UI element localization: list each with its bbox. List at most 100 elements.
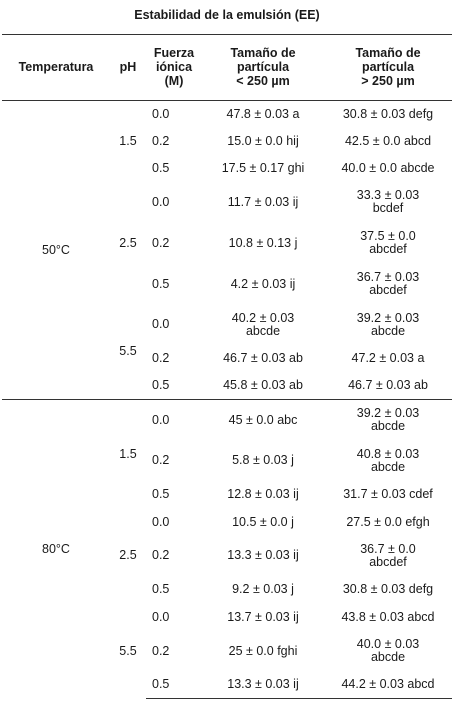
cell-text-line: 40.0 ± 0.03 xyxy=(356,637,420,652)
table-row: 0.2 13.3 ± 0.03 ij 36.7 ± 0.0 abcdef xyxy=(2,536,452,577)
particle-size-gt-cell: 44.2 ± 0.03 abcd xyxy=(324,671,452,700)
header-temperature: Temperatura xyxy=(2,34,110,101)
table-row: 0.2 5.8 ± 0.03 j 40.8 ± 0.03 abcde xyxy=(2,440,452,481)
cell-text-line: abcde xyxy=(370,419,406,434)
ionic-strength-cell: 0.0 xyxy=(152,609,170,624)
particle-size-lt-cell: 40.2 ± 0.03 abcde xyxy=(202,304,324,345)
particle-size-gt-cell: 40.8 ± 0.03 abcde xyxy=(324,440,452,481)
ionic-strength-cell: 0.0 xyxy=(152,106,170,121)
header-row: Temperatura pH Fuerza iónica (M) Tamaño … xyxy=(2,34,452,101)
header-ionic-line: (M) xyxy=(164,74,184,88)
table-body: 50°C 1.5 0.0 47.8 ± 0.03 a 30.8 ± 0.03 defg 0… xyxy=(2,101,452,700)
cell-text-line: abcde xyxy=(370,323,406,338)
cell-text-line: 40.2 ± 0.03 xyxy=(231,310,295,325)
table-row: 80°C 1.5 0.0 45 ± 0.0 abc 39.2 ± 0.03 abcde xyxy=(2,399,452,699)
table-row: 5.5 0.0 13.7 ± 0.03 ij 43.8 ± 0.03 abcd xyxy=(2,604,452,657)
ionic-strength-cell: 0.2 xyxy=(152,351,170,366)
ionic-strength-cell: 0.5 xyxy=(152,160,170,175)
cell-text-line: abcdef xyxy=(369,242,407,257)
particle-size-gt-cell: 30.8 ± 0.03 defg xyxy=(342,582,434,597)
table-row: 0.2 15.0 ± 0.0 hij 42.5 ± 0.0 abcd xyxy=(2,128,452,155)
table-row: 5.5 0.0 40.2 ± 0.03 abcde 39.2 ± 0.03 abcde xyxy=(2,304,452,357)
particle-size-gt-cell: 47.2 ± 0.03 a xyxy=(351,351,425,366)
ph-cell: 1.5 xyxy=(110,399,146,509)
ionic-strength-cell: 0.0 xyxy=(146,399,202,441)
header-ionic-strength: Fuerza iónica (M) xyxy=(146,34,202,101)
header-particle-size-gt: Tamaño de partícula > 250 µm xyxy=(324,34,452,101)
table-row: 0.5 9.2 ± 0.03 j 30.8 ± 0.03 defg xyxy=(2,576,452,603)
particle-size-gt-cell: 30.8 ± 0.03 defg xyxy=(342,106,434,121)
particle-size-gt-cell: 39.2 ± 0.03 abcde xyxy=(324,399,452,441)
particle-size-lt-cell: 45.8 ± 0.03 ab xyxy=(223,378,303,393)
particle-size-gt-cell: 37.5 ± 0.0 abcdef xyxy=(324,223,452,264)
ionic-strength-cell: 0.2 xyxy=(152,235,170,250)
table-row: 50°C 1.5 0.0 47.8 ± 0.03 a 30.8 ± 0.03 defg xyxy=(2,101,452,256)
header-ph: pH xyxy=(110,34,146,101)
cell-text-line: 40.8 ± 0.03 xyxy=(356,446,420,461)
particle-size-gt-cell: 31.7 ± 0.03 cdef xyxy=(343,487,433,502)
header-size-lt-line: partícula xyxy=(236,60,290,74)
header-size-gt-line: Tamaño de xyxy=(355,46,421,60)
particle-size-lt-cell: 15.0 ± 0.0 hij xyxy=(227,133,299,148)
table-row: 0.5 12.8 ± 0.03 ij 31.7 ± 0.03 cdef xyxy=(2,481,452,508)
ionic-strength-cell: 0.5 xyxy=(152,582,170,597)
cell-text-line: 37.5 ± 0.0 xyxy=(360,229,416,244)
particle-size-lt-cell: 13.3 ± 0.03 ij xyxy=(202,671,324,700)
temperature-cell: 80°C xyxy=(2,399,110,699)
particle-size-gt-cell: 36.7 ± 0.0 abcdef xyxy=(324,536,452,577)
header-ph-text: pH xyxy=(119,60,137,74)
cell-text-line: abcdef xyxy=(369,554,407,569)
particle-size-lt-cell: 45 ± 0.0 abc xyxy=(202,399,324,441)
header-ionic-line: Fuerza xyxy=(153,46,195,60)
header-size-gt-line: > 250 µm xyxy=(361,74,415,88)
particle-size-lt-cell: 10.8 ± 0.13 j xyxy=(228,235,298,250)
cell-text-line: bcdef xyxy=(372,201,404,216)
cell-text-line: 39.2 ± 0.03 xyxy=(356,310,420,325)
header-particle-size-lt: Tamaño de partícula < 250 µm xyxy=(202,34,324,101)
table-row: 0.2 10.8 ± 0.13 j 37.5 ± 0.0 abcdef xyxy=(2,223,452,264)
cell-text-line: 39.2 ± 0.03 xyxy=(356,406,420,421)
cell-text-line: abcde xyxy=(370,650,406,665)
ionic-strength-cell: 0.0 xyxy=(152,514,170,529)
ionic-strength-cell: 0.2 xyxy=(152,643,170,658)
table-row: 0.5 17.5 ± 0.17 ghi 40.0 ± 0.0 abcde xyxy=(2,155,452,182)
ph-cell: 2.5 xyxy=(119,548,137,563)
header-ionic-line: iónica xyxy=(155,60,193,74)
particle-size-lt-cell: 13.3 ± 0.03 ij xyxy=(227,548,299,563)
table-row: 0.5 45.8 ± 0.03 ab 46.7 ± 0.03 ab xyxy=(2,372,452,399)
cell-text-line: 36.7 ± 0.03 xyxy=(356,270,420,285)
particle-size-gt-cell: 33.3 ± 0.03 bcdef xyxy=(324,182,452,223)
particle-size-lt-cell: 11.7 ± 0.03 ij xyxy=(227,194,299,209)
particle-size-gt-cell: 27.5 ± 0.0 efgh xyxy=(346,514,430,529)
header-temperature-text: Temperatura xyxy=(18,60,94,74)
particle-size-lt-cell: 25 ± 0.0 fghi xyxy=(228,643,298,658)
ph-cell: 5.5 xyxy=(119,344,137,359)
cell-text-line: 33.3 ± 0.03 xyxy=(356,188,420,203)
temperature-cell: 50°C xyxy=(42,242,70,257)
ionic-strength-cell: 0.5 xyxy=(152,276,170,291)
ionic-strength-cell: 0.5 xyxy=(152,487,170,502)
header-size-lt-line: Tamaño de xyxy=(230,46,296,60)
table-row: 0.2 25 ± 0.0 fghi 40.0 ± 0.03 abcde xyxy=(2,631,452,672)
particle-size-gt-cell: 40.0 ± 0.0 abcde xyxy=(341,160,435,175)
table-row: 2.5 0.0 10.5 ± 0.0 j 27.5 ± 0.0 efgh xyxy=(2,508,452,562)
ionic-strength-cell: 0.2 xyxy=(152,133,170,148)
particle-size-gt-cell: 43.8 ± 0.03 abcd xyxy=(341,609,435,624)
emulsion-stability-table: Temperatura pH Fuerza iónica (M) Tamaño … xyxy=(2,34,452,700)
particle-size-lt-cell: 5.8 ± 0.03 j xyxy=(232,453,294,468)
particle-size-lt-cell: 46.7 ± 0.03 ab xyxy=(223,351,303,366)
header-size-lt-line: < 250 µm xyxy=(236,74,290,88)
particle-size-gt-cell: 42.5 ± 0.0 abcd xyxy=(344,133,432,148)
particle-size-lt-cell: 13.7 ± 0.03 ij xyxy=(227,609,299,624)
cell-text-line: abcde xyxy=(245,323,281,338)
cell-text-line: abcde xyxy=(370,459,406,474)
particle-size-lt-cell: 12.8 ± 0.03 ij xyxy=(227,487,299,502)
cell-text-line: 36.7 ± 0.0 xyxy=(360,541,416,556)
particle-size-lt-cell: 17.5 ± 0.17 ghi xyxy=(221,160,305,175)
table-row: 0.5 4.2 ± 0.03 ij 36.7 ± 0.03 abcdef xyxy=(2,264,452,305)
particle-size-gt-cell: 40.0 ± 0.03 abcde xyxy=(324,631,452,672)
ionic-strength-cell: 0.0 xyxy=(152,194,170,209)
header-size-gt-line: partícula xyxy=(361,60,415,74)
ph-cell: 5.5 xyxy=(119,643,137,658)
ionic-strength-cell: 0.0 xyxy=(152,317,170,332)
